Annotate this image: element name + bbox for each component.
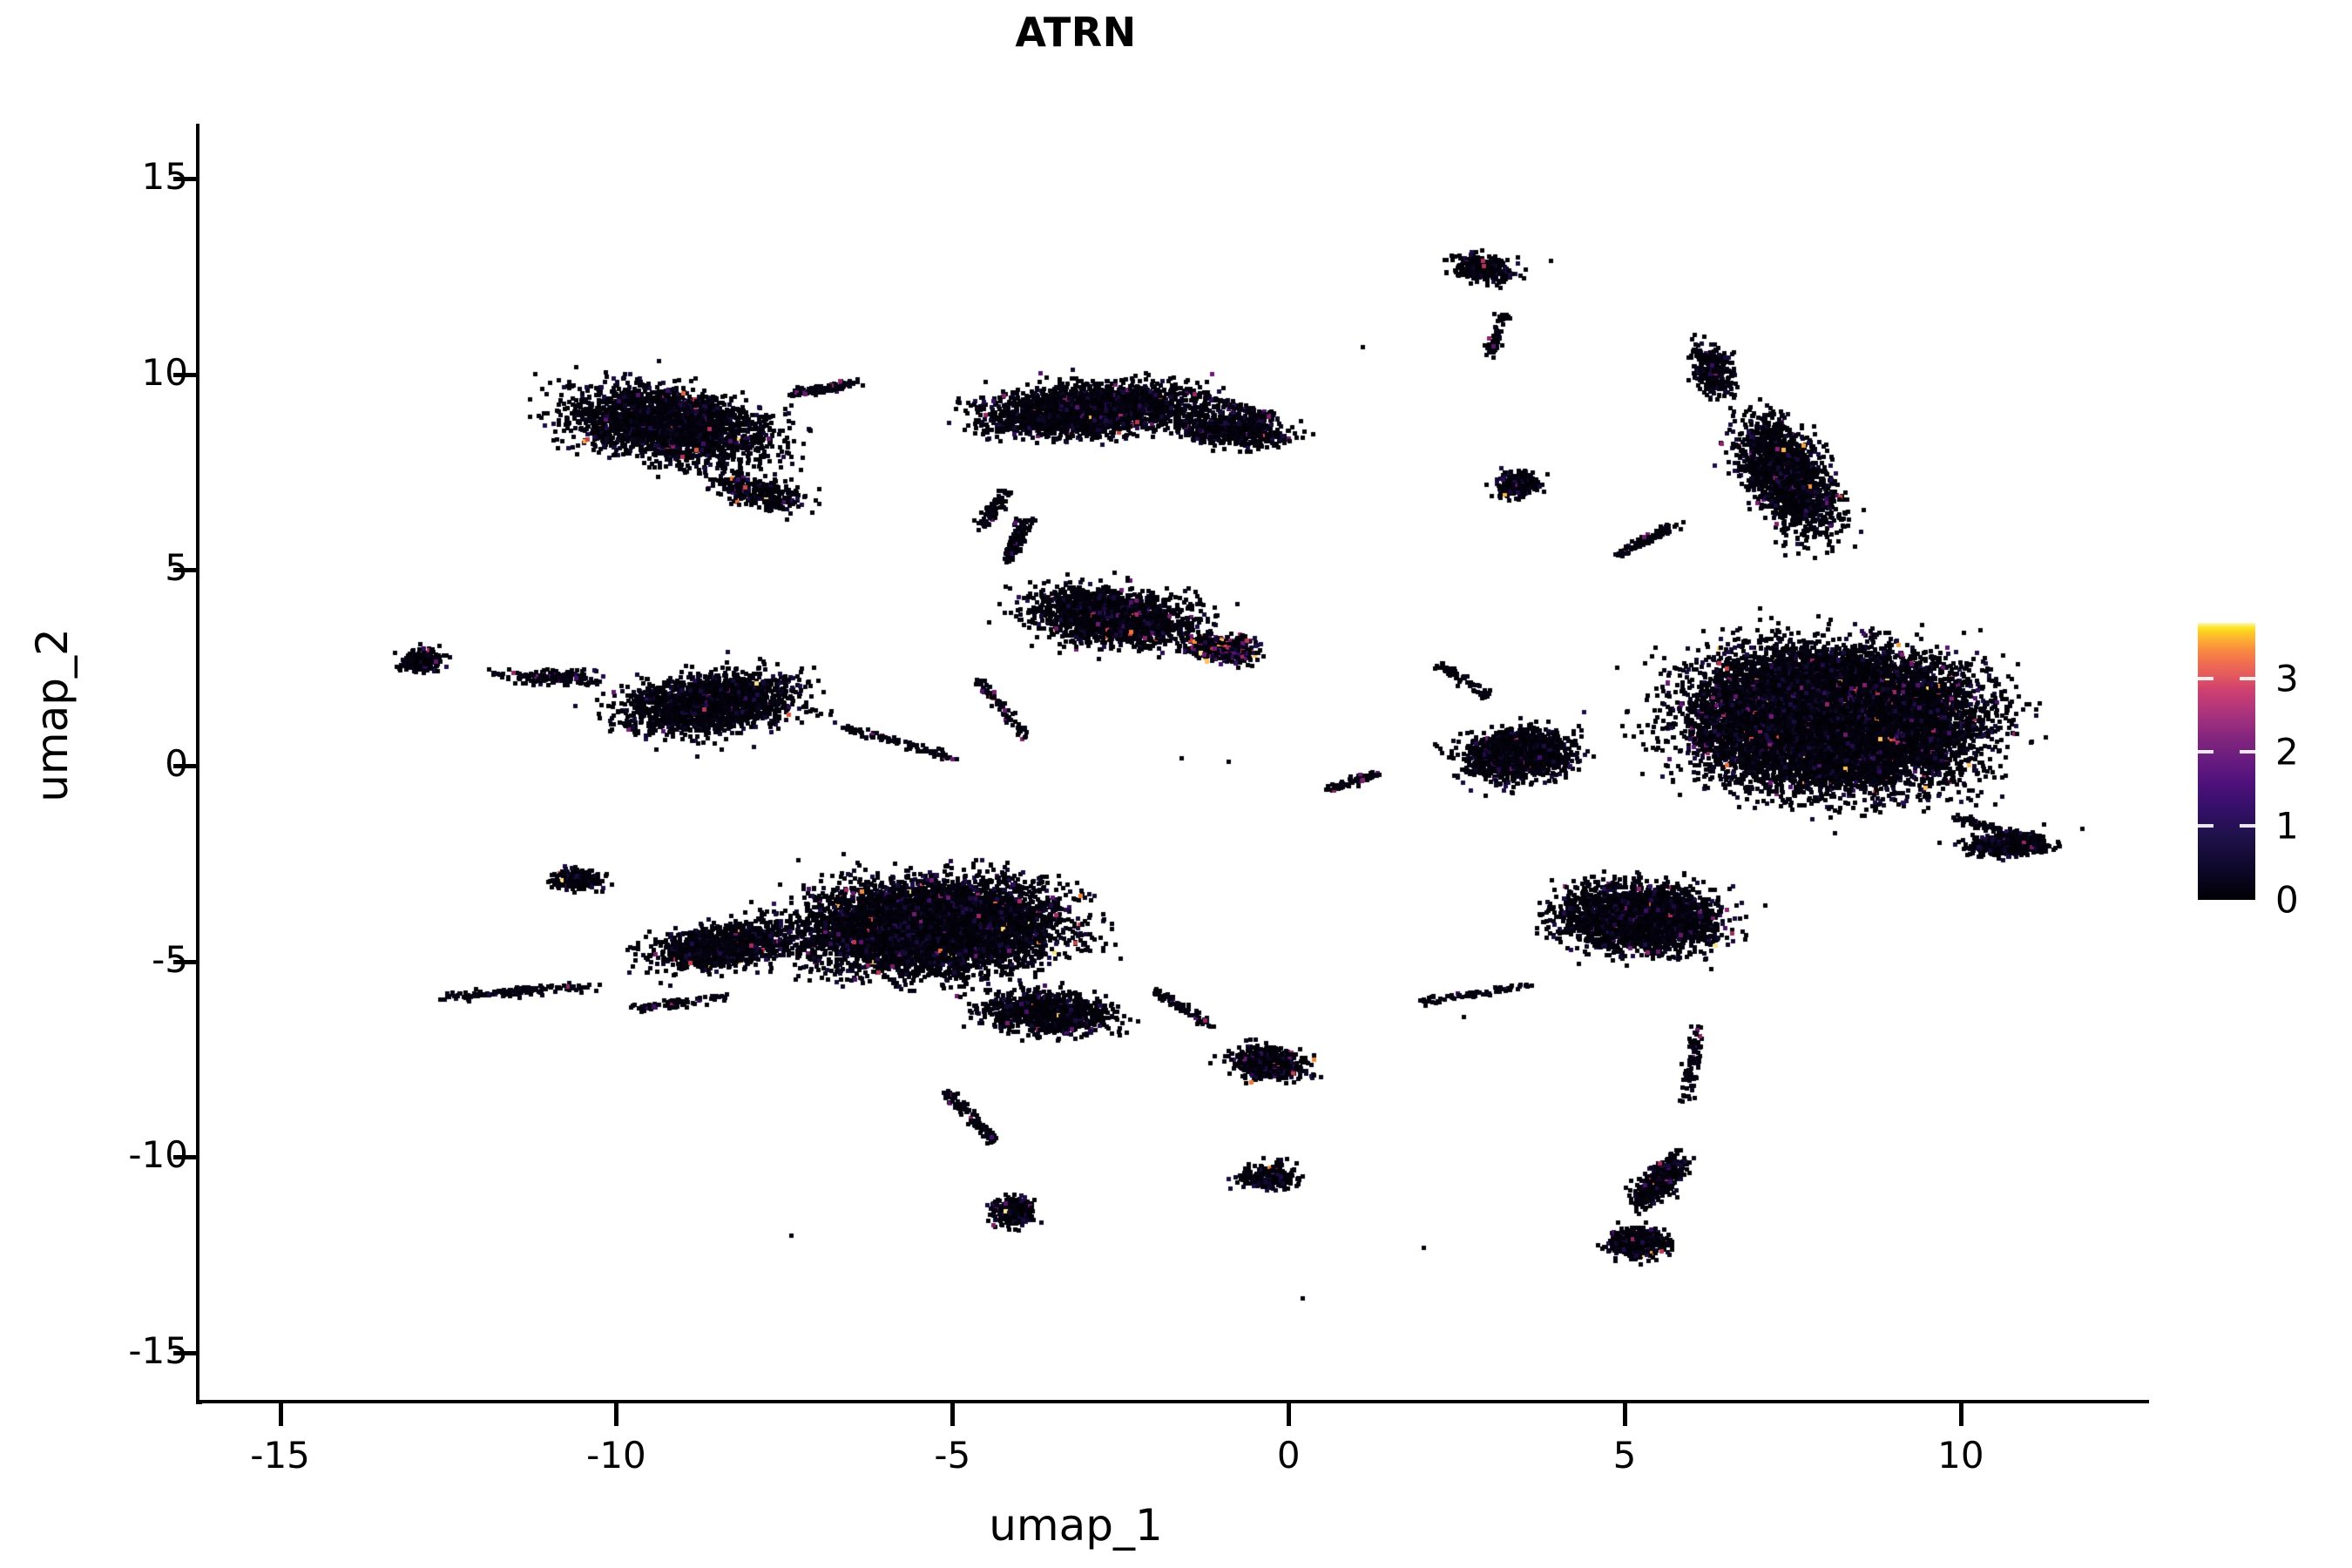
y-tick-label: -10 bbox=[128, 1133, 188, 1177]
colorbar-tick-label: 3 bbox=[2275, 657, 2299, 700]
x-tick-mark bbox=[614, 1402, 619, 1426]
y-tick-mark bbox=[173, 568, 198, 573]
x-tick-label: 10 bbox=[1937, 1434, 1984, 1477]
y-axis-label: umap_2 bbox=[27, 628, 78, 802]
x-tick-mark bbox=[1958, 1402, 1963, 1426]
y-tick-label: -15 bbox=[128, 1329, 188, 1373]
y-tick-label: 15 bbox=[141, 154, 188, 198]
x-tick-label: 0 bbox=[1276, 1434, 1301, 1477]
y-tick-label: -5 bbox=[152, 937, 188, 981]
x-tick-mark bbox=[950, 1402, 956, 1426]
y-tick-mark bbox=[173, 372, 198, 377]
x-tick-label: 5 bbox=[1612, 1434, 1637, 1477]
colorbar bbox=[2198, 623, 2255, 900]
y-tick-mark bbox=[173, 1155, 198, 1160]
y-tick-label: 5 bbox=[165, 546, 188, 590]
y-tick-label: 0 bbox=[165, 741, 188, 785]
colorbar-gradient bbox=[2198, 623, 2255, 900]
colorbar-tick-label: 1 bbox=[2275, 804, 2299, 848]
y-tick-mark bbox=[173, 176, 198, 181]
x-tick-label: -15 bbox=[250, 1434, 310, 1477]
x-tick-label: -10 bbox=[586, 1434, 646, 1477]
colorbar-tick-label: 2 bbox=[2275, 730, 2299, 774]
plot-area bbox=[199, 124, 2149, 1400]
x-tick-mark bbox=[1623, 1402, 1628, 1426]
y-tick-label: 10 bbox=[141, 350, 188, 394]
y-tick-mark bbox=[173, 763, 198, 768]
colorbar-tick-mark bbox=[2198, 676, 2255, 680]
y-tick-mark bbox=[173, 959, 198, 964]
x-axis-spine bbox=[196, 1397, 2149, 1403]
x-tick-mark bbox=[278, 1402, 283, 1426]
colorbar-tick-mark bbox=[2198, 750, 2255, 754]
umap-scatter-canvas bbox=[199, 124, 2149, 1400]
x-tick-label: -5 bbox=[934, 1434, 971, 1477]
y-tick-mark bbox=[173, 1351, 198, 1356]
chart-title: ATRN bbox=[1015, 9, 1137, 56]
x-axis-label: umap_1 bbox=[989, 1500, 1163, 1551]
colorbar-tick-label: 0 bbox=[2275, 878, 2299, 922]
x-tick-mark bbox=[1287, 1402, 1292, 1426]
colorbar-tick-mark bbox=[2198, 824, 2255, 828]
y-axis-spine bbox=[196, 124, 202, 1404]
